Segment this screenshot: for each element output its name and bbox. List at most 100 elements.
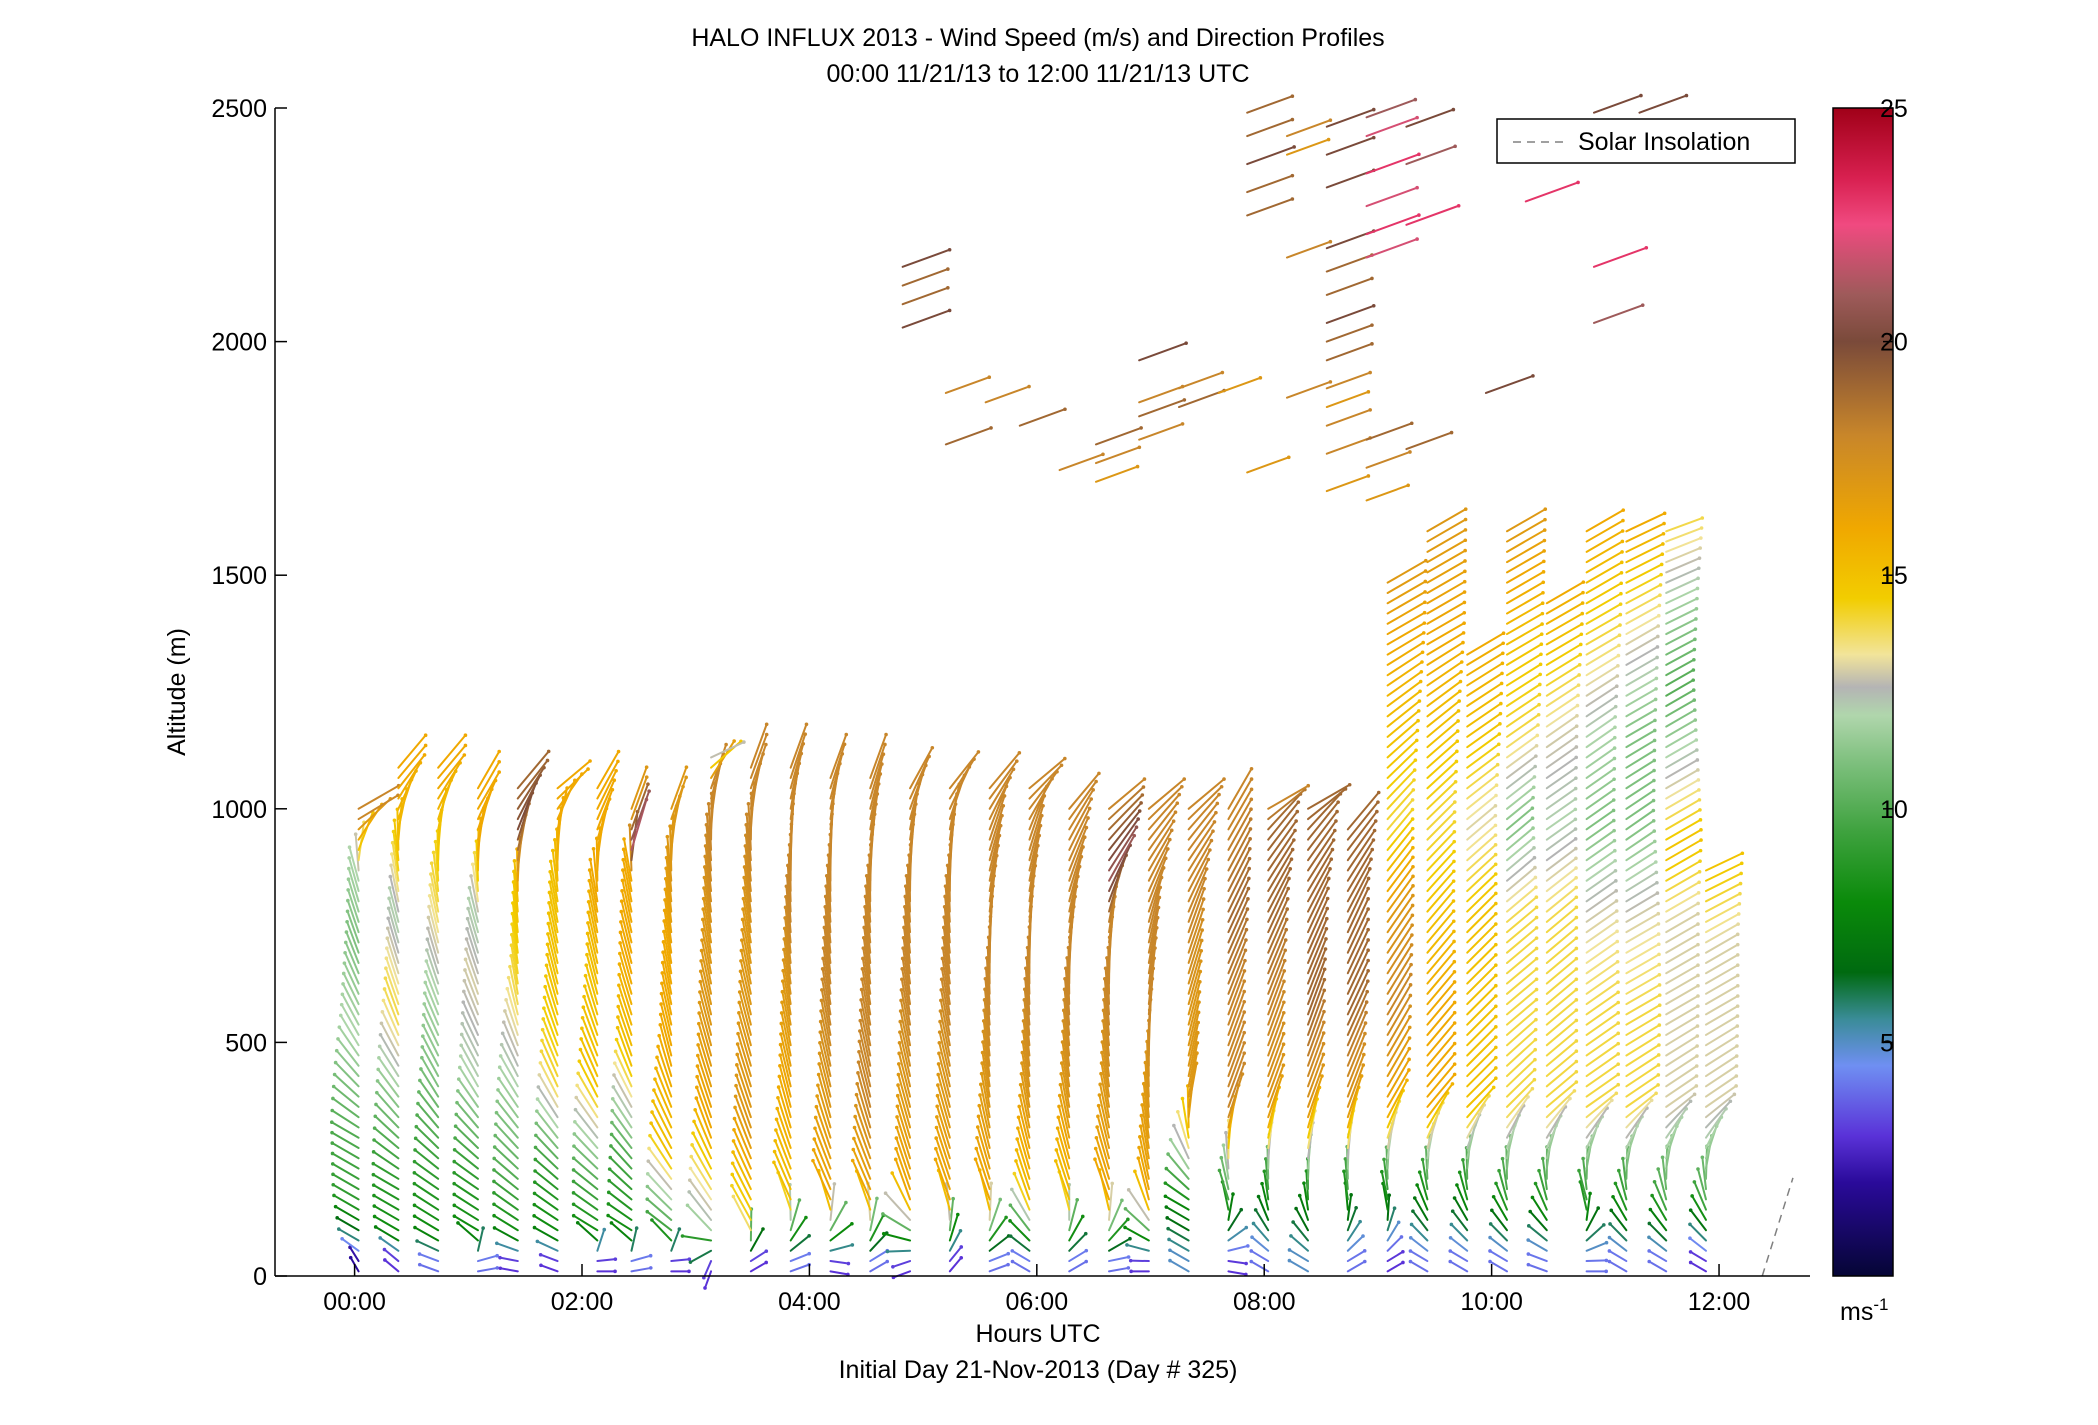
wind-barb bbox=[1506, 663, 1542, 687]
wind-barb-tip bbox=[1239, 1207, 1244, 1212]
wind-barb-tip bbox=[1657, 942, 1661, 947]
wind-barb bbox=[781, 990, 792, 1036]
wind-barb-tip bbox=[1658, 593, 1662, 597]
wind-barb-tip bbox=[696, 1043, 700, 1047]
wind-barb-tip bbox=[1577, 1168, 1581, 1173]
wind-barb-tip bbox=[734, 1073, 739, 1078]
wind-barb bbox=[1466, 1103, 1486, 1139]
wind-barb-tip bbox=[1419, 669, 1424, 674]
wind-barb-tip bbox=[1451, 889, 1456, 893]
wind-barb bbox=[1466, 692, 1503, 718]
legend-label: Solar Insolation bbox=[1578, 128, 1750, 156]
wind-barb-tip bbox=[1573, 827, 1578, 831]
wind-barb-tip bbox=[1735, 1004, 1740, 1008]
wind-barb bbox=[1227, 1052, 1246, 1098]
wind-barb-tip bbox=[1497, 1168, 1501, 1173]
wind-barb bbox=[1466, 863, 1497, 893]
wind-barb bbox=[540, 1050, 559, 1088]
wind-barb-tip bbox=[492, 1168, 496, 1172]
wind-barb bbox=[1307, 937, 1327, 985]
wind-barb bbox=[1625, 698, 1657, 718]
wind-barb-tip bbox=[334, 1048, 339, 1053]
wind-barb bbox=[1060, 1062, 1071, 1108]
wind-barb bbox=[782, 948, 792, 995]
wind-barb bbox=[499, 1054, 519, 1088]
wind-barb bbox=[1625, 963, 1661, 985]
wind-barb bbox=[1466, 753, 1500, 779]
wind-barb bbox=[1466, 1025, 1497, 1057]
wind-barb bbox=[942, 936, 951, 985]
wind-barb bbox=[976, 1136, 991, 1180]
wind-barb-tip bbox=[371, 1172, 376, 1177]
wind-barb bbox=[1264, 1157, 1270, 1191]
wind-barb-tip bbox=[1347, 782, 1352, 787]
wind-barb-tip bbox=[433, 839, 438, 844]
colorbar-tick-label: 25 bbox=[1880, 95, 1908, 123]
wind-barb-tip bbox=[616, 994, 621, 998]
wind-barb bbox=[741, 918, 752, 964]
wind-barb bbox=[1346, 969, 1370, 1016]
wind-barb bbox=[1365, 422, 1413, 441]
wind-barb bbox=[386, 927, 400, 964]
wind-barb-tip bbox=[1408, 1014, 1412, 1019]
wind-barb bbox=[785, 885, 792, 934]
wind-barb-tip bbox=[353, 832, 358, 837]
wind-barb-tip bbox=[1534, 997, 1539, 1002]
wind-barb bbox=[820, 999, 832, 1047]
wind-barb bbox=[1649, 1208, 1668, 1232]
wind-barb bbox=[453, 1171, 479, 1191]
wind-barb-tip bbox=[701, 907, 706, 911]
wind-barb-tip bbox=[1137, 809, 1142, 813]
wind-barb-tip bbox=[1123, 1225, 1127, 1230]
wind-barb-tip bbox=[1099, 1071, 1103, 1076]
wind-barb-tip bbox=[1615, 919, 1619, 923]
wind-barb-tip bbox=[858, 1029, 862, 1033]
wind-barb bbox=[733, 1128, 752, 1170]
wind-barb bbox=[1688, 1237, 1707, 1252]
wind-barb-tip bbox=[937, 1040, 942, 1045]
wind-barb-tip bbox=[1284, 927, 1289, 932]
wind-barb-tip bbox=[1286, 455, 1291, 460]
wind-barb bbox=[909, 755, 931, 800]
wind-barb-tip bbox=[534, 1133, 538, 1138]
wind-barb bbox=[1625, 594, 1661, 615]
wind-barb bbox=[734, 1106, 752, 1149]
wind-barb bbox=[1489, 1222, 1508, 1242]
wind-barb bbox=[1426, 870, 1455, 903]
wind-barb bbox=[1625, 635, 1659, 656]
wind-barb bbox=[1617, 1169, 1628, 1201]
wind-barb-tip bbox=[938, 1009, 943, 1013]
wind-barb-tip bbox=[464, 947, 468, 951]
wind-barb bbox=[1585, 1259, 1608, 1263]
wind-barb-tip bbox=[1575, 703, 1580, 708]
wind-barb bbox=[935, 1115, 951, 1160]
wind-barb-tip bbox=[1220, 370, 1225, 375]
wind-barb-tip bbox=[1652, 748, 1657, 753]
wind-barb-tip bbox=[508, 964, 512, 969]
wind-barb bbox=[424, 970, 440, 1006]
wind-barb bbox=[1062, 1019, 1071, 1067]
wind-barb-tip bbox=[698, 990, 702, 994]
wind-barb bbox=[1506, 916, 1538, 944]
wind-barb bbox=[1346, 980, 1369, 1026]
wind-barb bbox=[1346, 1074, 1363, 1119]
wind-barb-tip bbox=[1574, 1080, 1579, 1084]
wind-barb-tip bbox=[428, 883, 433, 887]
wind-barb bbox=[1466, 712, 1502, 738]
wind-barb bbox=[1405, 108, 1455, 128]
wind-barb bbox=[681, 1235, 713, 1242]
wind-barb bbox=[1307, 792, 1342, 831]
wind-barb bbox=[1187, 785, 1223, 821]
wind-barb-tip bbox=[381, 998, 386, 1003]
wind-barb-tip bbox=[1661, 531, 1666, 536]
wind-barb-tip bbox=[1656, 1073, 1661, 1077]
wind-barb bbox=[741, 928, 752, 975]
wind-barb bbox=[1665, 1025, 1699, 1047]
wind-barb bbox=[516, 766, 546, 810]
wind-barb-tip bbox=[1616, 1031, 1621, 1036]
wind-barb-tip bbox=[1057, 1093, 1062, 1098]
wind-barb-tip bbox=[1574, 936, 1579, 940]
wind-barb bbox=[573, 1120, 599, 1149]
wind-barb bbox=[1386, 670, 1423, 697]
wind-barb bbox=[1426, 670, 1463, 697]
